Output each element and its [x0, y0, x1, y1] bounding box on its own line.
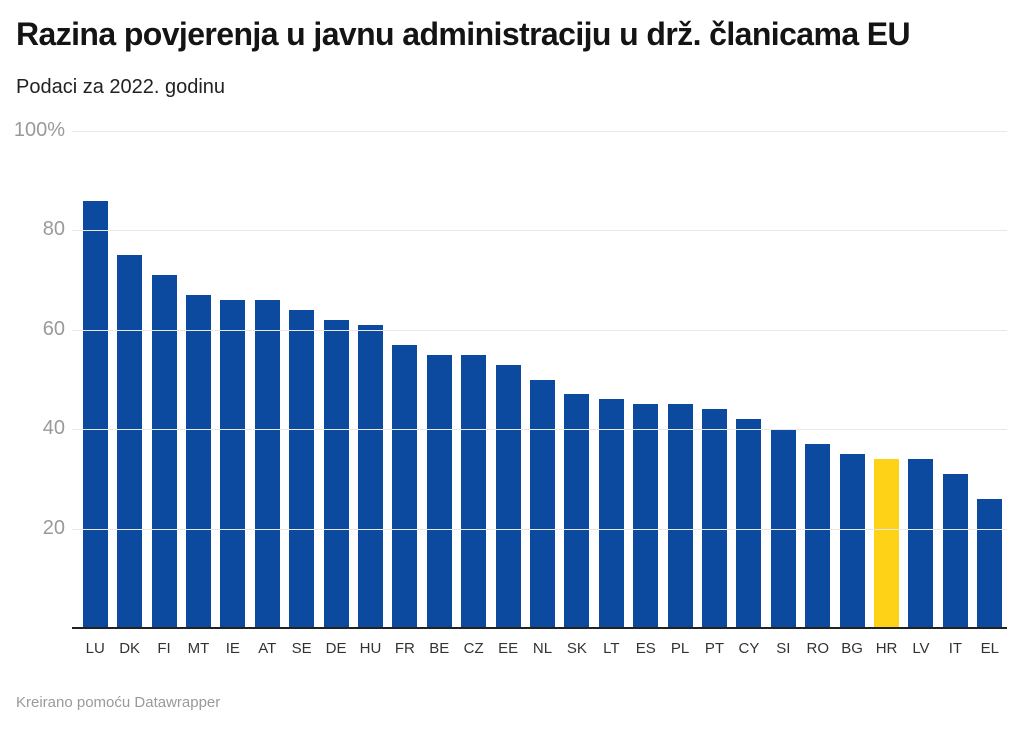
x-axis-labels: LU DK FI MT IE AT SE DE HU FR BE CZ EE NL SK LT ES PL PT CY…: [78, 640, 1007, 657]
x-label-SI: SI: [776, 640, 791, 657]
bar-slot-ES: [629, 131, 663, 628]
bar-slot-FI: [147, 131, 181, 628]
x-label-BG: BG: [841, 640, 863, 657]
bar-SE[interactable]: [289, 309, 315, 628]
x-label-CZ: CZ: [463, 640, 484, 657]
x-label-FI: FI: [157, 640, 171, 657]
bar-IT[interactable]: [942, 473, 968, 628]
bar-IE[interactable]: [220, 299, 246, 628]
x-label-NL: NL: [532, 640, 553, 657]
gridline-80: [72, 230, 1007, 232]
x-label-SK: SK: [566, 640, 587, 657]
bar-SK[interactable]: [564, 394, 590, 628]
bar-PT[interactable]: [702, 409, 728, 628]
x-label-ES: ES: [635, 640, 656, 657]
x-axis-baseline: [72, 627, 1007, 629]
bar-HU[interactable]: [357, 324, 383, 628]
bar-CY[interactable]: [736, 419, 762, 628]
bar-BE[interactable]: [426, 354, 452, 628]
bar-slot-BG: [835, 131, 869, 628]
bar-RO[interactable]: [805, 444, 831, 628]
bar-slot-RO: [801, 131, 835, 628]
x-label-FR: FR: [394, 640, 415, 657]
bar-slot-CY: [732, 131, 766, 628]
bar-slot-DK: [112, 131, 146, 628]
x-label-BE: BE: [429, 640, 450, 657]
x-label-SE: SE: [291, 640, 312, 657]
bar-AT[interactable]: [254, 299, 280, 628]
bar-slot-FR: [388, 131, 422, 628]
x-label-EL: EL: [980, 640, 999, 657]
bar-NL[interactable]: [529, 379, 555, 628]
x-label-HR: HR: [875, 640, 898, 657]
footer-credit: Kreirano pomoću Datawrapper: [16, 694, 221, 711]
bar-slot-HR: [869, 131, 903, 628]
x-label-CY: CY: [738, 640, 760, 657]
bar-DE[interactable]: [323, 319, 349, 628]
x-label-EE: EE: [498, 640, 519, 657]
bar-slot-DE: [319, 131, 353, 628]
gridline-20: [72, 528, 1007, 530]
bar-CZ[interactable]: [461, 354, 487, 628]
x-label-PL: PL: [670, 640, 690, 657]
x-label-MT: MT: [187, 640, 210, 657]
x-label-DE: DE: [325, 640, 347, 657]
bar-slot-PT: [697, 131, 731, 628]
page-subtitle: Podaci za 2022. godinu: [16, 76, 226, 98]
bar-slot-MT: [181, 131, 215, 628]
bar-slot-EE: [491, 131, 525, 628]
bar-MT[interactable]: [185, 295, 211, 628]
y-tick-label-100: 100%: [13, 118, 65, 141]
bar-slot-EL: [973, 131, 1007, 628]
x-label-DK: DK: [119, 640, 141, 657]
bar-PL[interactable]: [667, 404, 693, 628]
bar-slot-BE: [422, 131, 456, 628]
gridline-60: [72, 329, 1007, 331]
bar-slot-HU: [353, 131, 387, 628]
y-tick-label-40: 40: [42, 416, 65, 439]
bar-slot-PL: [663, 131, 697, 628]
bar-EE[interactable]: [495, 364, 521, 628]
x-label-PT: PT: [704, 640, 725, 657]
bar-slot-IT: [938, 131, 972, 628]
x-label-IE: IE: [225, 640, 240, 657]
bar-ES[interactable]: [633, 404, 659, 628]
bars-row: [78, 131, 1007, 628]
bar-slot-CZ: [456, 131, 490, 628]
x-label-HU: HU: [359, 640, 382, 657]
x-label-AT: AT: [258, 640, 277, 657]
bar-FI[interactable]: [151, 275, 177, 628]
bar-slot-SI: [766, 131, 800, 628]
x-label-LV: LV: [912, 640, 930, 657]
bar-slot-AT: [250, 131, 284, 628]
bar-slot-IE: [216, 131, 250, 628]
x-label-IT: IT: [948, 640, 963, 657]
plot-area: 100% 80 60 40 20: [0, 119, 1024, 628]
bar-slot-SE: [284, 131, 318, 628]
bar-FR[interactable]: [392, 344, 418, 628]
bar-EL[interactable]: [977, 498, 1003, 628]
y-tick-label-80: 80: [42, 218, 65, 241]
bar-LT[interactable]: [598, 399, 624, 628]
page-title: Razina povjerenja u javnu administraciju…: [16, 16, 911, 52]
bar-LV[interactable]: [908, 459, 934, 628]
bar-slot-SK: [560, 131, 594, 628]
bar-slot-LT: [594, 131, 628, 628]
bar-slot-NL: [525, 131, 559, 628]
y-tick-label-60: 60: [42, 317, 65, 340]
x-label-LT: LT: [603, 640, 620, 657]
bar-slot-LU: [78, 131, 112, 628]
bar-LU[interactable]: [82, 200, 108, 628]
bar-slot-LV: [904, 131, 938, 628]
x-label-LU: LU: [85, 640, 105, 657]
y-tick-label-20: 20: [42, 516, 65, 539]
bar-BG[interactable]: [839, 454, 865, 628]
bar-DK[interactable]: [117, 255, 143, 628]
x-label-RO: RO: [806, 640, 829, 657]
bar-HR[interactable]: [874, 459, 900, 628]
gridline-40: [72, 429, 1007, 431]
gridline-100: [72, 131, 1007, 132]
